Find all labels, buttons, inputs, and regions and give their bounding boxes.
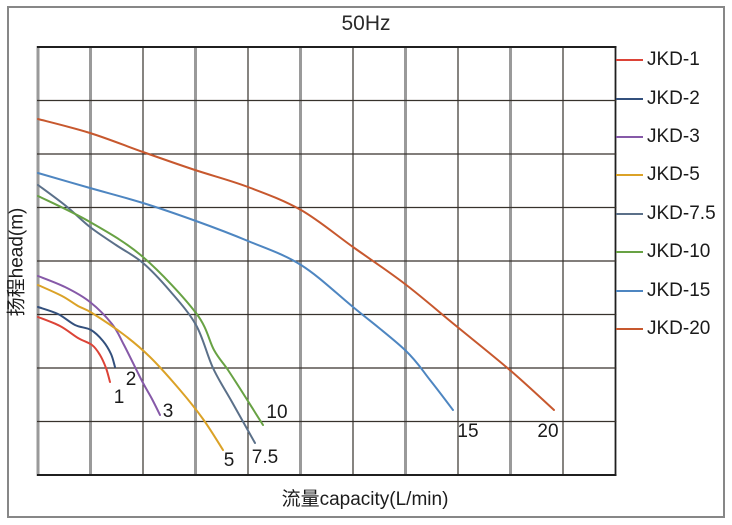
legend-item-jkd-20: JKD-20 [616, 310, 730, 348]
legend-label: JKD-1 [647, 49, 700, 71]
curve-label-15: 15 [457, 421, 478, 442]
legend-label: JKD-10 [647, 241, 711, 263]
curve-label-2: 2 [126, 369, 137, 390]
legend-item-jkd-1: JKD-1 [616, 41, 730, 79]
curve-jkd-10 [37, 195, 264, 426]
curve-jkd-20 [37, 118, 555, 411]
curve-jkd-3 [37, 275, 161, 416]
legend-swatch [616, 327, 643, 330]
legend-swatch [616, 251, 643, 254]
curve-label-10: 10 [266, 402, 287, 423]
legend-label: JKD-7.5 [647, 202, 716, 224]
legend-label: JKD-5 [647, 164, 700, 186]
legend-swatch [616, 97, 643, 100]
legend-label: JKD-2 [647, 87, 700, 109]
legend-swatch [616, 174, 643, 177]
curve-label-5: 5 [224, 450, 235, 471]
legend-item-jkd-2: JKD-2 [616, 79, 730, 117]
curve-jkd-7.5 [37, 184, 256, 444]
legend-swatch [616, 212, 643, 215]
legend-item-jkd-5: JKD-5 [616, 156, 730, 194]
curve-label-3: 3 [163, 401, 174, 422]
curve-label-7_5: 7.5 [252, 447, 278, 468]
legend-item-jkd-10: JKD-10 [616, 233, 730, 271]
legend-item-jkd-3: JKD-3 [616, 118, 730, 156]
legend-label: JKD-20 [647, 317, 711, 339]
x-axis-label: 流量capacity(L/min) [281, 489, 449, 510]
legend-swatch [616, 289, 643, 292]
curve-jkd-2 [37, 306, 116, 368]
chart-title: 50Hz [341, 12, 391, 35]
curve-jkd-15 [37, 172, 454, 411]
legend-swatch [616, 135, 643, 138]
legend-item-jkd-15: JKD-15 [616, 271, 730, 309]
legend-label: JKD-3 [647, 125, 700, 147]
legend: JKD-1 JKD-2 JKD-3 JKD-5 JKD-7.5 JKD-10 JKD-15 J… [616, 41, 730, 348]
legend-label: JKD-15 [647, 279, 711, 301]
legend-item-jkd-7.5: JKD-7.5 [616, 195, 730, 233]
curve-jkd-1 [37, 316, 111, 383]
legend-swatch [616, 59, 643, 62]
y-axis-label: 扬程head(m) [6, 207, 28, 317]
curve-label-20: 20 [537, 421, 558, 442]
curve-jkd-5 [37, 284, 224, 451]
curve-label-1: 1 [114, 387, 125, 408]
